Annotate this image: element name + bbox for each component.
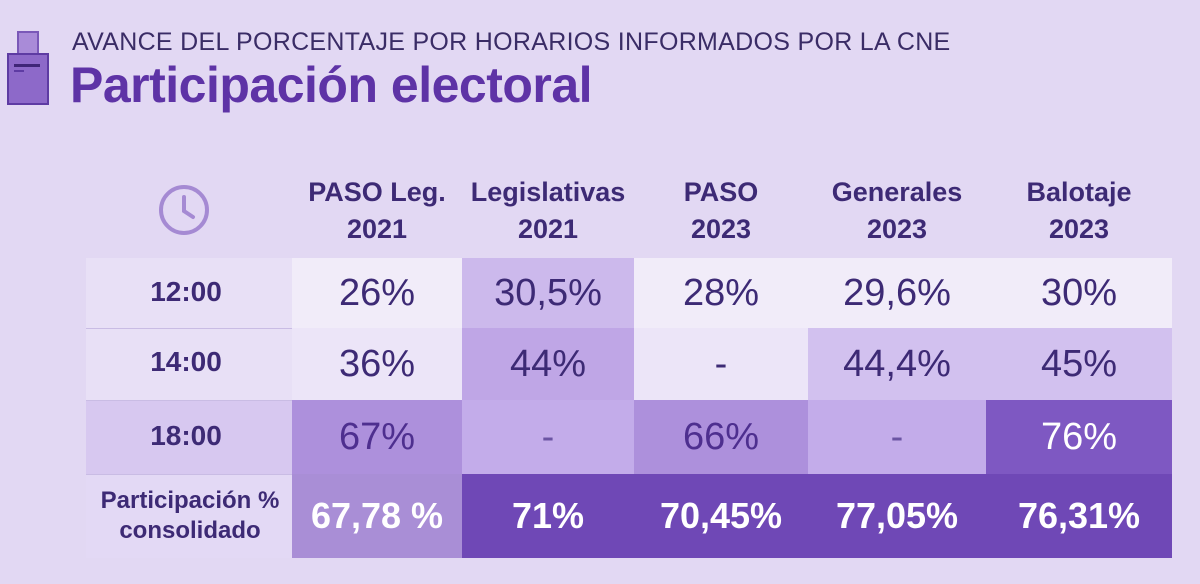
table-cell: - xyxy=(462,400,634,474)
table-cell: 28% xyxy=(634,258,808,328)
table-cell: 66% xyxy=(634,400,808,474)
column-header-line1: Balotaje xyxy=(1026,177,1132,207)
table-cell: 67% xyxy=(292,400,462,474)
column-header-line2: 2023 xyxy=(866,214,928,244)
table-cell: 76% xyxy=(986,400,1172,474)
table-cell: 29,6% xyxy=(808,258,986,328)
table-cell: 30% xyxy=(986,258,1172,328)
column-header-line1: PASO Leg. xyxy=(308,177,446,207)
row-label-line2: consolidado xyxy=(119,517,261,544)
row-label-14: 14:00 xyxy=(150,346,222,377)
table-cell: 71% xyxy=(462,474,634,558)
page-title: Participación electoral xyxy=(70,57,593,113)
table-cell: 76,31% xyxy=(986,474,1172,558)
column-header-line1: Generales xyxy=(831,177,963,207)
column-header-balotaje-2023: Balotaje 2023 xyxy=(986,174,1172,244)
table-cell: 77,05% xyxy=(808,474,986,558)
column-header-line2: 2021 xyxy=(517,214,579,244)
table-cell: 36% xyxy=(292,328,462,400)
row-label-18: 18:00 xyxy=(150,420,222,451)
column-header-legislativas-2021: Legislativas 2021 xyxy=(462,174,634,244)
column-header-line1: PASO xyxy=(683,177,759,207)
row-label-consolidado: Participación % consolidado xyxy=(84,486,296,546)
column-header-line2: 2021 xyxy=(346,214,408,244)
supertitle: AVANCE DEL PORCENTAJE POR HORARIOS INFOR… xyxy=(72,28,951,56)
row-label-line1: Participación % xyxy=(100,487,280,514)
header: AVANCE DEL PORCENTAJE POR HORARIOS INFOR… xyxy=(0,0,1200,120)
column-header-paso-2023: PASO 2023 xyxy=(634,174,808,244)
table-cell: 30,5% xyxy=(462,258,634,328)
table-cell: 44% xyxy=(462,328,634,400)
table-cell: 44,4% xyxy=(808,328,986,400)
column-header-line1: Legislativas xyxy=(470,177,626,207)
column-header-line2: 2023 xyxy=(690,214,752,244)
column-header-generales-2023: Generales 2023 xyxy=(808,174,986,244)
clock-icon xyxy=(159,185,209,235)
table-cell: 70,45% xyxy=(634,474,808,558)
column-header-paso-leg-2021: PASO Leg. 2021 xyxy=(292,174,462,244)
ballot-box-icon xyxy=(7,31,49,105)
table-cell: - xyxy=(808,400,986,474)
row-label-12: 12:00 xyxy=(150,276,222,307)
table-cell: 45% xyxy=(986,328,1172,400)
table-cell: 26% xyxy=(292,258,462,328)
column-header-line2: 2023 xyxy=(1048,214,1110,244)
table-cell: 67,78 % xyxy=(292,474,462,558)
table-cell: - xyxy=(634,328,808,400)
